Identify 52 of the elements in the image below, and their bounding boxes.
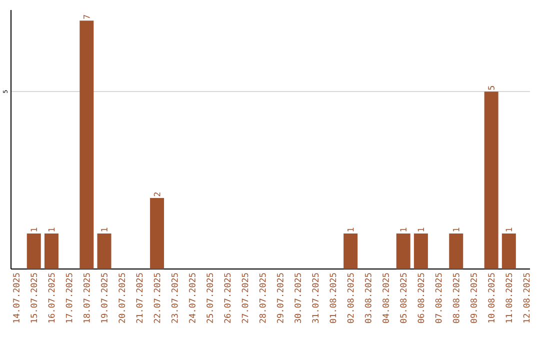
x-tick-label: 26.07.2025 <box>224 273 231 323</box>
x-tick-label: 06.08.2025 <box>418 273 424 323</box>
x-tick-label: 24.07.2025 <box>189 273 196 323</box>
x-tick-label: 19.07.2025 <box>101 273 108 322</box>
x-tick-label: 18.07.2025 <box>83 273 90 322</box>
x-tick-label: 04.08.2025 <box>382 273 389 323</box>
x-tick-label: 20.07.2025 <box>118 273 126 323</box>
x-tick-label: 17.07.2025 <box>66 273 72 322</box>
data-label: 1 <box>48 228 55 232</box>
x-tick-label: 14.07.2025 <box>13 273 20 322</box>
x-tick-label: 30.07.2025 <box>294 273 301 323</box>
x-tick-label: 15.07.2025 <box>30 273 38 322</box>
x-tick-label: 02.08.2025 <box>347 273 354 323</box>
bar <box>344 234 358 269</box>
data-label: 7 <box>84 14 90 19</box>
bar <box>414 234 428 269</box>
bar <box>150 198 164 269</box>
x-tick-label: 11.08.2025 <box>506 273 512 322</box>
bar <box>26 234 41 269</box>
x-tick-label: 22.07.2025 <box>154 273 160 323</box>
x-tick-label: 21.07.2025 <box>136 273 143 323</box>
x-tick-label: 29.07.2025 <box>276 273 284 323</box>
bar <box>502 234 516 269</box>
bar <box>396 234 410 269</box>
data-label: 2 <box>154 192 160 196</box>
x-tick-label: 10.08.2025 <box>488 273 495 322</box>
bar <box>44 234 58 269</box>
x-tick-label: 28.07.2025 <box>259 273 266 323</box>
bar <box>80 20 94 269</box>
data-label: 1 <box>101 228 108 232</box>
x-tick-label: 25.07.2025 <box>206 273 214 323</box>
x-tick-label: 23.07.2025 <box>171 273 178 323</box>
data-label: 1 <box>453 228 460 232</box>
x-tick-label: 08.08.2025 <box>452 273 460 323</box>
data-label: 1 <box>30 228 37 232</box>
data-label: 1 <box>400 228 406 232</box>
data-label: 1 <box>347 228 354 232</box>
bar <box>484 92 498 269</box>
x-tick-label: 12.08.2025 <box>523 273 530 322</box>
x-tick-label: 09.08.2025 <box>470 273 477 323</box>
x-tick-label: 01.08.2025 <box>330 273 336 323</box>
x-tick-label: 07.08.2025 <box>435 273 442 323</box>
x-tick-label: 16.07.2025 <box>48 273 55 322</box>
x-tick-label: 31.07.2025 <box>312 273 319 323</box>
bar <box>449 234 464 269</box>
x-tick-label: 03.08.2025 <box>364 273 372 323</box>
data-label: 1 <box>506 228 512 232</box>
bar <box>97 234 112 269</box>
x-tick-label: 27.07.2025 <box>242 273 248 323</box>
x-tick-label: 05.08.2025 <box>400 273 407 323</box>
data-label: 1 <box>418 228 424 232</box>
data-label: 5 <box>488 86 494 90</box>
